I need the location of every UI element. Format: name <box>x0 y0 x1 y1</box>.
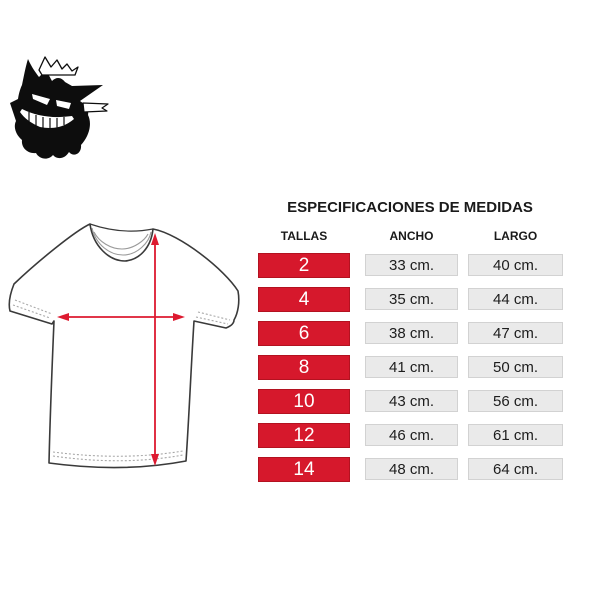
size-chart-headers: TALLAS ANCHO LARGO <box>258 229 563 243</box>
gengar-left-eye <box>32 94 50 105</box>
table-row: 14 48 cm. 64 cm. <box>258 457 563 482</box>
size-cell: 6 <box>258 321 350 346</box>
largo-cell: 56 cm. <box>468 390 563 412</box>
ancho-cell: 38 cm. <box>365 322 458 344</box>
largo-cell: 44 cm. <box>468 288 563 310</box>
gengar-grin <box>20 109 74 128</box>
ancho-cell: 46 cm. <box>365 424 458 446</box>
table-row: 8 41 cm. 50 cm. <box>258 355 563 380</box>
gengar-back-spikes <box>38 56 79 76</box>
tshirt-back-neckline <box>89 223 154 232</box>
ancho-cell: 43 cm. <box>365 390 458 412</box>
gengar-logo-icon <box>10 56 109 159</box>
tshirt-diagram <box>8 223 240 469</box>
tshirt-collar-ribbing <box>91 227 152 256</box>
tshirt-outline <box>8 223 240 469</box>
size-chart-rows: 2 33 cm. 40 cm. 4 35 cm. 44 cm. 6 38 cm.… <box>258 253 563 491</box>
gengar-teeth-lines <box>28 112 65 129</box>
column-header-largo: LARGO <box>493 229 538 243</box>
size-cell: 14 <box>258 457 350 482</box>
gengar-right-eye <box>56 100 71 109</box>
largo-cell: 61 cm. <box>468 424 563 446</box>
table-row: 2 33 cm. 40 cm. <box>258 253 563 278</box>
size-cell: 12 <box>258 423 350 448</box>
tshirt-stitching <box>12 299 231 462</box>
ancho-cell: 41 cm. <box>365 356 458 378</box>
table-row: 10 43 cm. 56 cm. <box>258 389 563 414</box>
table-row: 4 35 cm. 44 cm. <box>258 287 563 312</box>
largo-cell: 47 cm. <box>468 322 563 344</box>
size-cell: 4 <box>258 287 350 312</box>
table-row: 12 46 cm. 61 cm. <box>258 423 563 448</box>
largo-cell: 50 cm. <box>468 356 563 378</box>
table-row: 6 38 cm. 47 cm. <box>258 321 563 346</box>
ancho-cell: 48 cm. <box>365 458 458 480</box>
ancho-cell: 35 cm. <box>365 288 458 310</box>
size-cell: 8 <box>258 355 350 380</box>
gengar-claw <box>82 102 109 113</box>
column-header-tallas: TALLAS <box>280 229 328 243</box>
size-chart-title: ESPECIFICACIONES DE MEDIDAS <box>287 199 533 216</box>
ancho-cell: 33 cm. <box>365 254 458 276</box>
width-measure-arrow-icon <box>57 313 185 321</box>
column-header-ancho: ANCHO <box>389 229 434 243</box>
gengar-body <box>10 59 103 159</box>
size-cell: 10 <box>258 389 350 414</box>
length-measure-arrow-icon <box>151 233 159 466</box>
largo-cell: 64 cm. <box>468 458 563 480</box>
largo-cell: 40 cm. <box>468 254 563 276</box>
size-cell: 2 <box>258 253 350 278</box>
